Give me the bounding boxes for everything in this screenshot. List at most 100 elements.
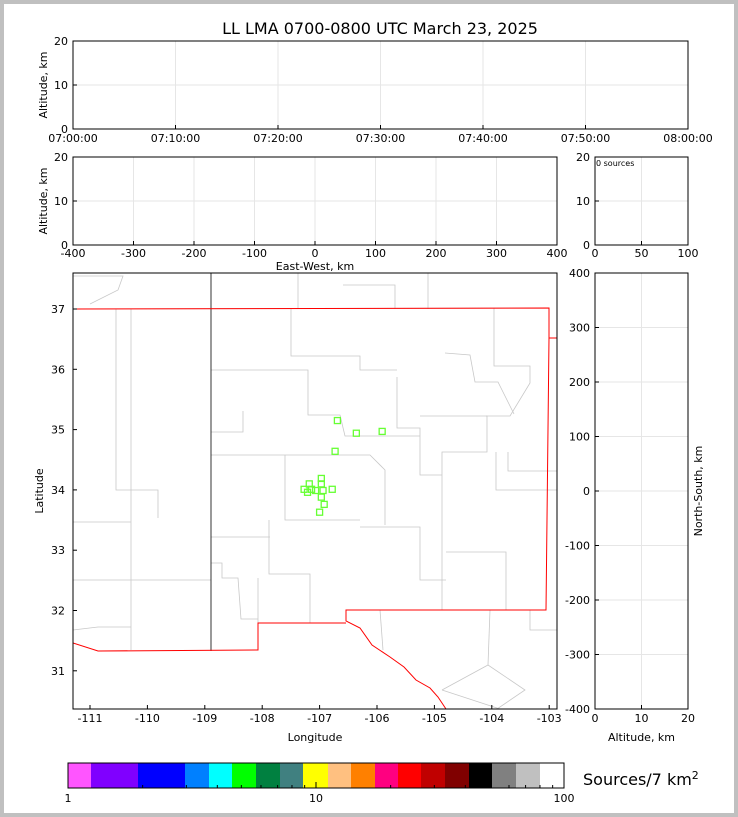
county-boundary [444, 352, 515, 415]
colorbar-tick-label: 100 [554, 792, 575, 805]
county-boundary [211, 454, 386, 525]
county-boundary [290, 309, 397, 371]
x-tick-label: 200 [426, 247, 447, 260]
panel-altitude-histogram: 0 50 100 0 10 20 0 sources [576, 151, 699, 260]
figure-title: LL LMA 0700-0800 UTC March 23, 2025 [222, 19, 538, 38]
county-boundary [211, 369, 420, 437]
colorbar-swatch [185, 763, 209, 788]
x-tick-label: 07:20:00 [253, 132, 302, 145]
county-boundary [343, 284, 396, 309]
y-tick-label: 36 [51, 363, 65, 376]
x-tick-label: 50 [635, 247, 649, 260]
colorbar-swatch [445, 763, 469, 788]
colorbar-swatch [540, 763, 564, 788]
colorbar-swatch [138, 763, 185, 788]
county-boundary [268, 520, 311, 623]
colorbar-swatch [421, 763, 445, 788]
x-tick-label: 100 [678, 247, 699, 260]
county-boundary [360, 526, 446, 581]
lightning-source-point [315, 508, 324, 516]
y-tick-label: 20 [576, 151, 590, 164]
colorbar-tick-label: 10 [309, 792, 323, 805]
colorbar-swatch [68, 763, 91, 788]
y-axis-label: North-South, km [692, 446, 705, 537]
y-tick-label: 100 [569, 431, 590, 444]
colorbar-tick-label: 1 [65, 792, 72, 805]
figure-canvas: LL LMA 0700-0800 UTC March 23, 2025 07:0… [33, 19, 713, 805]
colorbar-swatch [516, 763, 540, 788]
x-tick-label: 07:10:00 [151, 132, 200, 145]
panel-time-altitude: 07:00:00 07:10:00 07:20:00 07:30:00 07:40:00… [37, 35, 713, 145]
y-axis-label: Altitude, km [37, 51, 50, 118]
lightning-source-point [328, 485, 336, 493]
x-tick-label: -107 [307, 712, 332, 725]
y-tick-label: 20 [54, 35, 68, 48]
x-tick-label: -106 [365, 712, 390, 725]
x-tick-label: 100 [365, 247, 386, 260]
colorbar-swatch [351, 763, 375, 788]
y-tick-label: 0 [61, 239, 68, 252]
x-tick-label: -110 [135, 712, 160, 725]
y-tick-label: 34 [51, 484, 65, 497]
colorbar-swatch [91, 763, 138, 788]
y-tick-label: -300 [565, 649, 590, 662]
y-tick-label: -100 [565, 540, 590, 553]
county-boundary [379, 609, 384, 651]
y-tick-label: 0 [583, 239, 590, 252]
x-tick-label: -109 [192, 712, 217, 725]
county-boundary [441, 664, 526, 709]
colorbar-swatch [492, 763, 516, 788]
x-axis-label: Longitude [288, 731, 343, 744]
y-tick-label: 10 [576, 195, 590, 208]
colorbar-label: Sources/7 km2 [583, 769, 699, 789]
histogram-annotation: 0 sources [596, 159, 634, 168]
lightning-source-point [331, 447, 339, 455]
lightning-source-point [303, 488, 312, 496]
region-boundary [73, 307, 557, 709]
panel-east-west-altitude: -400 -300 -200 -100 0 100 200 300 400 0 10 20 Altitu… [37, 151, 568, 273]
y-tick-label: -400 [565, 703, 590, 716]
x-axis-label: Altitude, km [608, 731, 675, 744]
panel-plan-view: -111 -110 -109 -108 -107 -106 -105 -104 -103 31 32… [33, 272, 562, 744]
colorbar-swatch [328, 763, 351, 788]
y-tick-label: 20 [54, 151, 68, 164]
lightning-source-point [378, 427, 386, 436]
lightning-source-point [352, 429, 360, 437]
x-tick-label: -103 [537, 712, 562, 725]
y-tick-label: 32 [51, 605, 65, 618]
x-tick-label: 07:00:00 [48, 132, 97, 145]
y-tick-label: 10 [54, 79, 68, 92]
colorbar-swatch [209, 763, 232, 788]
colorbar-swatch [232, 763, 256, 788]
colorbar: 1 10 100 [65, 762, 575, 805]
x-tick-label: -108 [250, 712, 275, 725]
x-tick-label: 0 [312, 247, 319, 260]
x-tick-label: 300 [486, 247, 507, 260]
x-tick-label: 07:30:00 [356, 132, 405, 145]
x-tick-label: -300 [121, 247, 146, 260]
y-tick-label: 300 [569, 322, 590, 335]
lma-figure: LL LMA 0700-0800 UTC March 23, 2025 07:0… [4, 4, 734, 813]
x-tick-label: -104 [479, 712, 504, 725]
x-tick-label: -111 [78, 712, 103, 725]
x-tick-label: 07:50:00 [561, 132, 610, 145]
county-boundary [211, 562, 258, 620]
x-tick-label: 0 [592, 712, 599, 725]
colorbar-swatch [256, 763, 280, 788]
county-boundary [441, 689, 501, 709]
county-boundary [487, 609, 491, 666]
axes-frame [72, 272, 558, 710]
y-tick-label: -200 [565, 594, 590, 607]
y-tick-label: 31 [51, 665, 65, 678]
y-tick-label: 33 [51, 544, 65, 557]
lightning-source-point [333, 416, 342, 425]
colorbar-swatch [398, 763, 421, 788]
y-tick-label: 37 [51, 303, 65, 316]
x-tick-label: 07:40:00 [458, 132, 507, 145]
map-boundaries [73, 273, 557, 709]
y-tick-label: 200 [569, 376, 590, 389]
colorbar-swatch [375, 763, 398, 788]
lightning-source-point [311, 486, 320, 495]
x-tick-label: 0 [592, 247, 599, 260]
lightning-source-point [319, 486, 327, 495]
